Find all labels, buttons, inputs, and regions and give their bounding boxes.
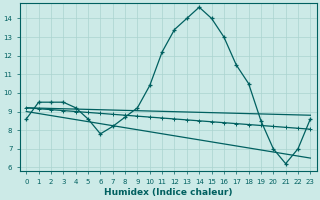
X-axis label: Humidex (Indice chaleur): Humidex (Indice chaleur) xyxy=(104,188,233,197)
